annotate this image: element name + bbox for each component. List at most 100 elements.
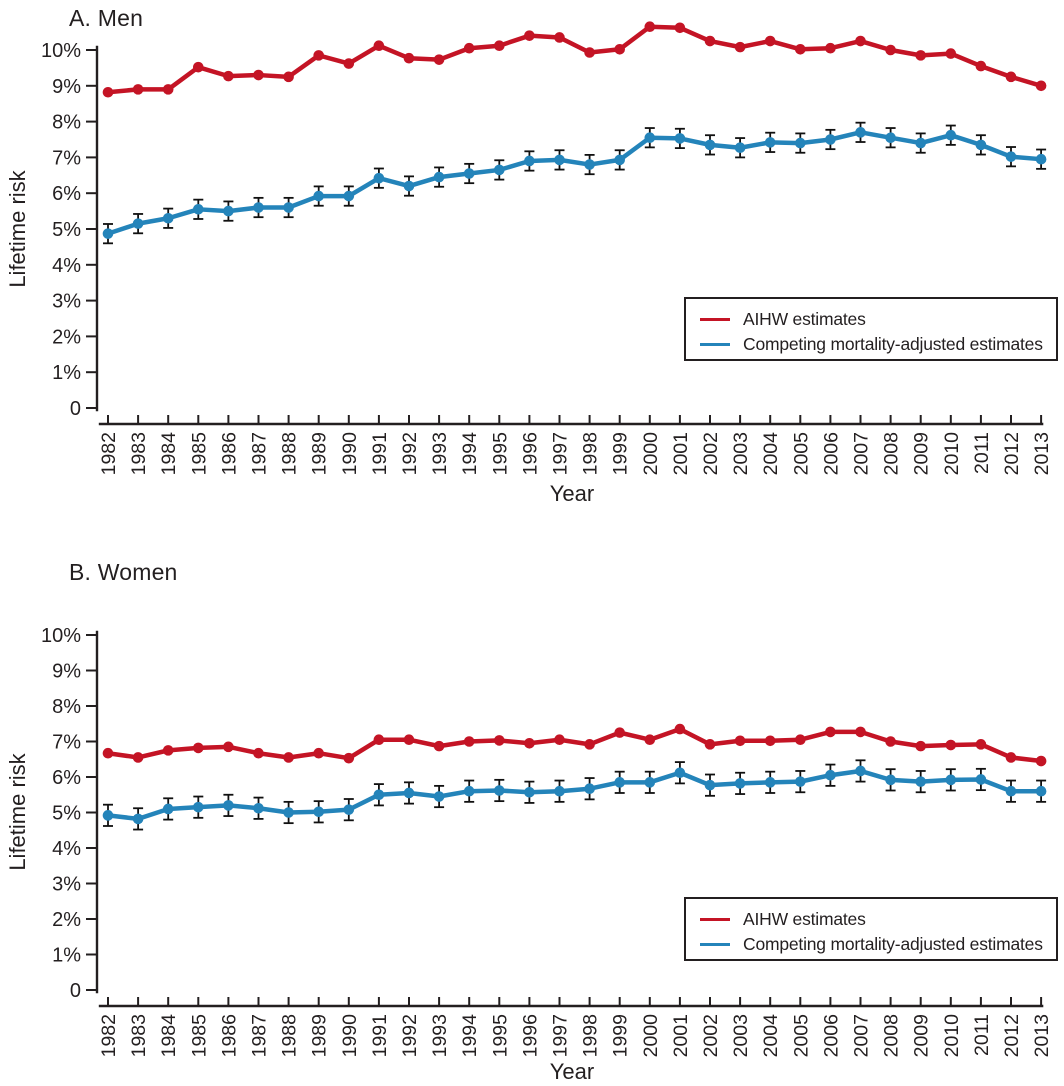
data-point bbox=[885, 44, 896, 56]
x-tick-label: 2008 bbox=[881, 1014, 903, 1057]
data-point bbox=[223, 205, 234, 217]
data-point bbox=[734, 142, 746, 154]
data-point bbox=[614, 777, 625, 788]
data-point bbox=[253, 69, 264, 81]
data-point bbox=[945, 739, 957, 751]
y-tick-label: 5% bbox=[52, 219, 81, 241]
data-point bbox=[524, 737, 535, 749]
legend-label-aihw: AIHW estimates bbox=[743, 309, 866, 329]
x-tick-label: 1986 bbox=[218, 432, 240, 475]
x-tick-label: 2012 bbox=[1001, 432, 1023, 475]
x-tick-label: 2003 bbox=[730, 1014, 752, 1057]
data-point bbox=[283, 752, 294, 763]
data-point bbox=[223, 800, 234, 811]
series-adjusted bbox=[102, 121, 1047, 245]
y-tick-label: 8% bbox=[52, 696, 81, 718]
data-point bbox=[162, 745, 174, 756]
x-tick-label: 1985 bbox=[188, 1014, 210, 1058]
data-point bbox=[102, 810, 114, 821]
y-tick-label: 4% bbox=[52, 838, 81, 860]
data-point bbox=[1005, 71, 1017, 83]
x-tick-label: 1998 bbox=[580, 1014, 602, 1057]
y-tick-label: 10% bbox=[41, 625, 81, 647]
x-tick-label: 2010 bbox=[941, 1014, 963, 1058]
x-tick-label: 1989 bbox=[309, 1014, 331, 1057]
data-point bbox=[313, 190, 325, 202]
data-point bbox=[704, 739, 716, 750]
panel-a-plot: 01%2%3%4%5%6%7%8%9%10%1982 1983 1984 1985 19… bbox=[41, 21, 1053, 475]
legend-item-adjusted: Competing mortality-adjusted estimates bbox=[700, 332, 1056, 357]
data-point bbox=[223, 70, 234, 82]
data-point bbox=[463, 785, 475, 797]
x-tick-label: 2009 bbox=[911, 432, 933, 475]
x-tick-label: 1988 bbox=[279, 1014, 301, 1057]
data-point bbox=[644, 21, 656, 33]
data-point bbox=[223, 741, 234, 753]
data-point bbox=[855, 765, 866, 777]
legend-label-adjusted: Competing mortality-adjusted estimates bbox=[743, 334, 1043, 354]
data-point bbox=[975, 774, 987, 785]
y-tick-label: 3% bbox=[52, 291, 81, 313]
data-point bbox=[704, 139, 716, 151]
data-point bbox=[193, 742, 204, 754]
x-tick-label: 1990 bbox=[339, 1014, 361, 1058]
data-point bbox=[253, 202, 264, 213]
x-tick-label: 1999 bbox=[610, 432, 632, 475]
x-axis: 1982 1983 1984 1985 1986 1987 1988 1989 1990 1991… bbox=[98, 415, 1053, 475]
y-tick-label: 7% bbox=[52, 147, 81, 169]
data-point bbox=[1035, 80, 1047, 92]
x-tick-label: 1994 bbox=[459, 1014, 481, 1058]
y-tick-label: 4% bbox=[52, 255, 81, 277]
y-tick-label: 1% bbox=[52, 945, 81, 967]
x-tick-label: 1992 bbox=[399, 432, 421, 475]
data-point bbox=[674, 723, 686, 735]
y-tick-label: 7% bbox=[52, 732, 81, 754]
data-point bbox=[795, 43, 806, 55]
x-tick-label: 1994 bbox=[459, 432, 481, 476]
data-point bbox=[674, 767, 686, 779]
data-point bbox=[343, 190, 355, 202]
data-point bbox=[1005, 151, 1017, 162]
x-tick-label: 2000 bbox=[640, 1014, 662, 1058]
data-point bbox=[313, 806, 325, 818]
data-point bbox=[644, 777, 656, 788]
x-axis: 1982 1983 1984 1985 1986 1987 1988 1989 1990 1991… bbox=[98, 997, 1053, 1057]
data-point bbox=[343, 752, 355, 764]
data-point bbox=[614, 154, 625, 166]
y-tick-label: 10% bbox=[41, 40, 81, 62]
y-axis: 0 1% 2% 3% 4% 5% 6% 7% 8% 9% 10% bbox=[41, 625, 99, 1002]
data-point bbox=[1035, 153, 1047, 165]
data-point bbox=[524, 30, 535, 41]
data-point bbox=[855, 127, 866, 138]
y-tick-label: 5% bbox=[52, 803, 81, 825]
data-point bbox=[193, 801, 204, 813]
x-tick-label: 1991 bbox=[369, 432, 391, 475]
series-aihw bbox=[102, 723, 1047, 767]
panel-a-legend: AIHW estimates Competing mortality-adjus… bbox=[684, 297, 1058, 361]
data-point bbox=[795, 137, 806, 149]
data-point bbox=[885, 774, 896, 786]
data-point bbox=[463, 168, 475, 179]
data-point bbox=[102, 747, 114, 759]
data-point bbox=[132, 813, 144, 825]
data-point bbox=[764, 777, 776, 788]
x-tick-label: 1987 bbox=[249, 1014, 271, 1057]
x-tick-label: 2006 bbox=[820, 1014, 842, 1057]
x-tick-label: 2001 bbox=[670, 1014, 692, 1057]
data-point bbox=[554, 32, 565, 43]
adjusted-line-sample bbox=[700, 943, 730, 946]
data-point bbox=[253, 747, 264, 759]
data-point bbox=[764, 35, 776, 47]
data-point bbox=[283, 202, 294, 213]
data-point bbox=[162, 803, 174, 815]
data-point bbox=[373, 734, 385, 746]
x-tick-label: 2008 bbox=[881, 432, 903, 475]
data-point bbox=[975, 739, 987, 750]
x-tick-label: 1995 bbox=[489, 1014, 511, 1058]
data-point bbox=[975, 139, 987, 151]
data-point bbox=[644, 734, 656, 746]
x-tick-label: 2013 bbox=[1031, 1014, 1053, 1057]
x-tick-label: 2001 bbox=[670, 432, 692, 475]
data-point bbox=[945, 48, 957, 59]
data-point bbox=[554, 734, 565, 746]
